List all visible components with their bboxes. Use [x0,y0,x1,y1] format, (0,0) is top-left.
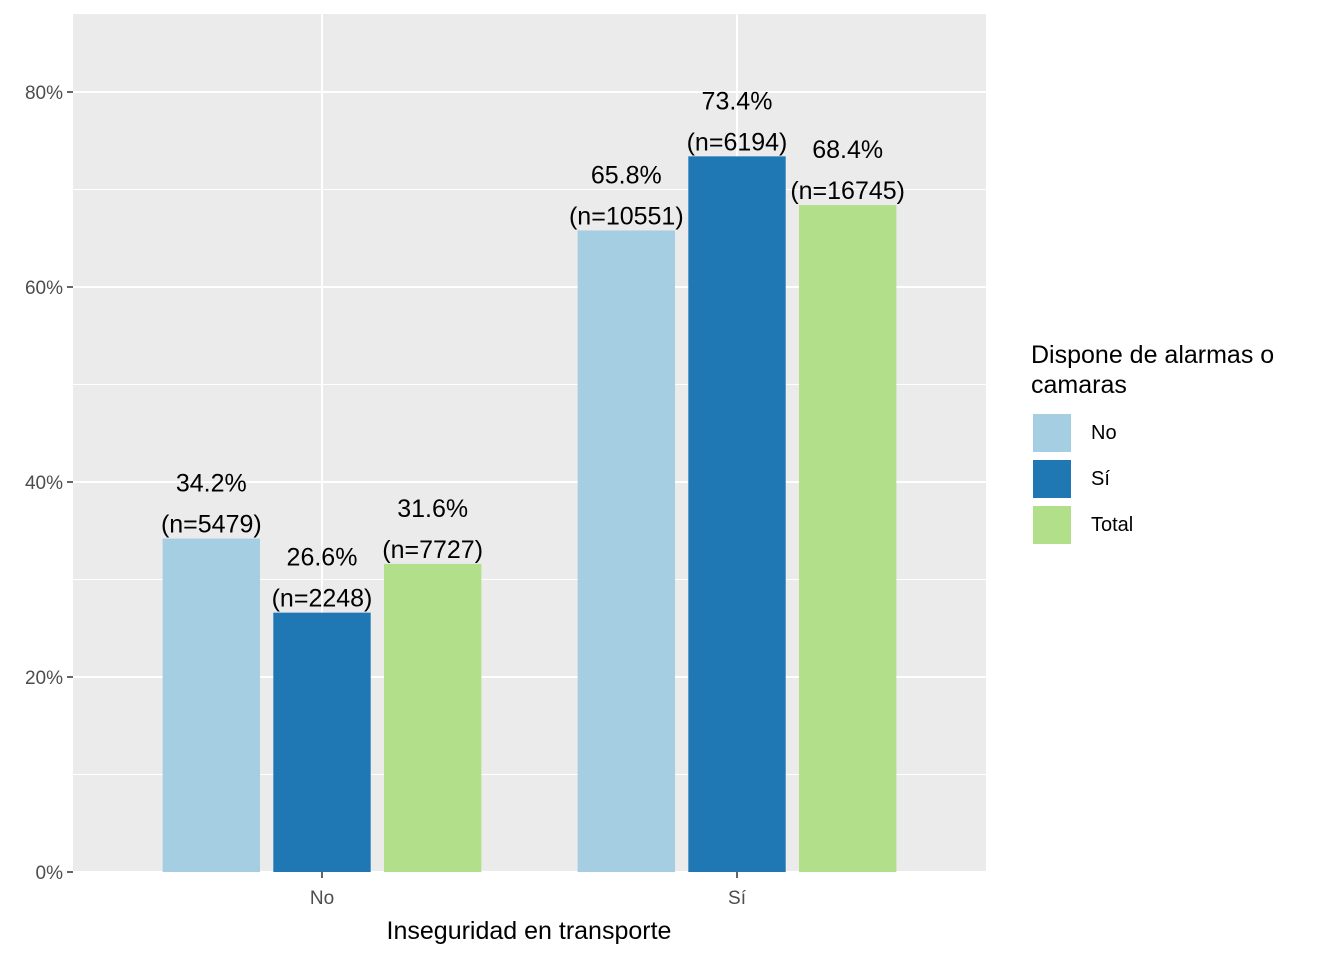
bar-value-label: 68.4% [812,136,883,164]
bar-labels: 34.2% (n=5479) 65.8% (n=10551) 26.6% (n=2248)… [161,87,905,612]
legend-key [1031,412,1073,454]
bar-value-label: 34.2% [176,470,247,498]
legend-swatch [1033,506,1071,544]
legend-swatch [1033,414,1071,452]
y-tick-label: 0% [36,863,64,884]
y-tick-label: 60% [25,278,63,299]
legend-title: Dispone de alarmas o camaras [1031,341,1275,399]
legend-key [1031,504,1073,546]
y-tick-label: 80% [25,83,63,104]
bar [162,538,261,872]
bars [162,156,897,873]
bar [798,205,897,873]
legend-item: Total [1031,502,1331,548]
bar-count-label: (n=2248) [272,585,373,613]
legend-label: Sí [1091,467,1110,490]
legend: Dispone de alarmas o camaras No Sí Total [1031,340,1331,548]
legend-swatch [1033,460,1071,498]
legend-item: No [1031,410,1331,456]
y-tick-label: 20% [25,668,63,689]
bar-value-label: 26.6% [287,544,358,572]
bar-count-label: (n=6194) [687,128,788,156]
bar-count-label: (n=16745) [790,177,905,205]
x-tick-label: No [310,888,334,909]
legend-items: No Sí Total [1031,410,1331,548]
bar [688,156,786,873]
legend-key [1031,458,1073,500]
x-axis-title: Inseguridad en transporte [387,917,672,945]
bar [383,563,482,872]
x-tick-label: Sí [728,888,747,909]
x-axis: No Sí [310,872,747,909]
bar-count-label: (n=10551) [569,202,684,230]
y-axis: 0% 20% 40% 60% 80% [25,83,73,884]
bar [273,612,371,872]
bar-value-label: 65.8% [591,161,662,189]
bar [577,230,676,872]
bar-count-label: (n=7727) [382,536,483,564]
bar-value-label: 31.6% [397,495,468,523]
bar-value-label: 73.4% [702,87,773,115]
legend-label: Total [1091,513,1134,536]
y-tick-label: 40% [25,473,63,494]
legend-item: Sí [1031,456,1331,502]
legend-label: No [1091,421,1117,444]
bar-count-label: (n=5479) [161,511,262,539]
